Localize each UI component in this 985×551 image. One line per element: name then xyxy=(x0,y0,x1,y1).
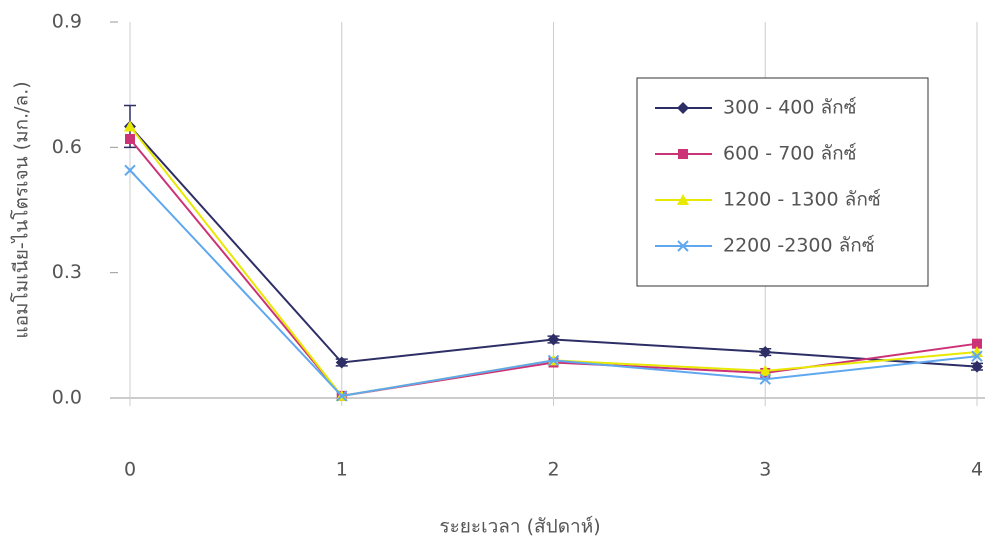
x-tick-label: 0 xyxy=(124,459,136,481)
x-tick-label: 1 xyxy=(336,459,348,481)
marker xyxy=(336,390,348,402)
x-axis-label: ระยะเวลา (สัปดาห์) xyxy=(439,516,600,538)
y-tick-label: 0.3 xyxy=(52,261,82,283)
legend-marker xyxy=(677,240,689,252)
y-axis-label: แอมโมเนีย-ไนโตรเจน (มก./ล.) xyxy=(10,81,33,338)
x-tick-label: 4 xyxy=(971,459,983,481)
legend-label: 300 - 400 ลักซ์ xyxy=(723,97,857,119)
marker xyxy=(124,120,136,132)
marker xyxy=(547,354,560,367)
y-tick-label: 0.0 xyxy=(52,387,82,409)
legend-marker xyxy=(677,102,689,114)
legend-box xyxy=(636,77,929,287)
marker xyxy=(972,338,982,349)
marker xyxy=(125,133,135,144)
y-tick-label: 0.9 xyxy=(52,11,82,33)
legend-label: 1200 - 1300 ลักซ์ xyxy=(723,189,881,211)
marker xyxy=(335,356,348,369)
marker xyxy=(759,346,772,359)
marker xyxy=(124,164,136,177)
x-tick-label: 2 xyxy=(547,459,559,481)
marker xyxy=(971,360,983,373)
legend-label: 600 - 700 ลักซ์ xyxy=(723,143,857,165)
marker xyxy=(971,350,983,362)
legend-marker xyxy=(678,149,688,159)
marker xyxy=(759,364,772,376)
marker xyxy=(759,373,771,385)
marker xyxy=(547,333,560,346)
x-tick-label: 3 xyxy=(759,459,771,481)
legend-label: 2200 -2300 ลักซ์ xyxy=(723,235,875,257)
legend-marker xyxy=(677,194,689,205)
y-tick-label: 0.6 xyxy=(52,136,82,158)
